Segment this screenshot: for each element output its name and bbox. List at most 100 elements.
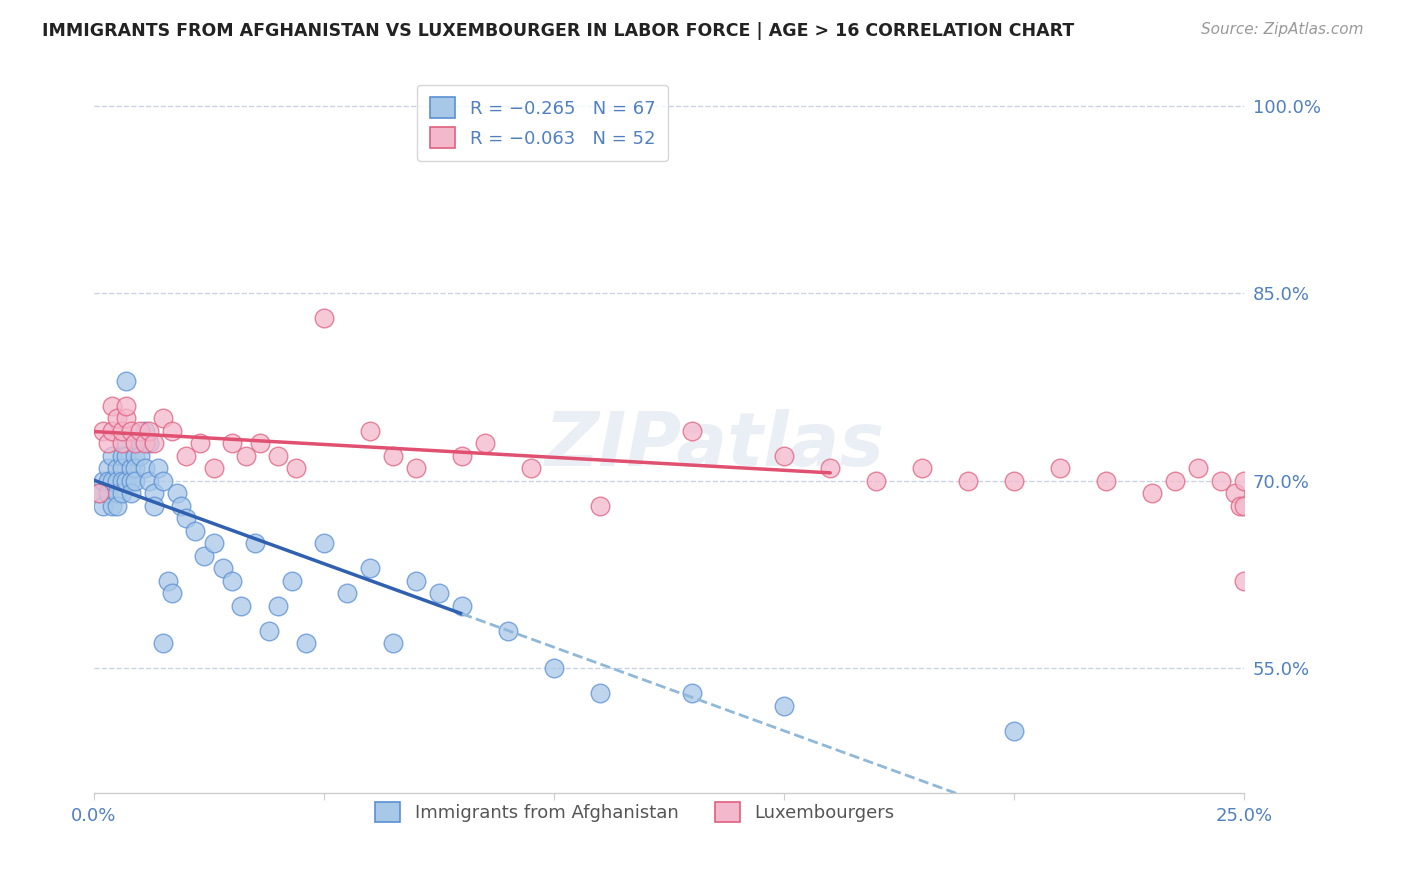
- Point: [243, 536, 266, 550]
- Point: [474, 436, 496, 450]
- Point: [105, 411, 128, 425]
- Point: [1233, 474, 1256, 488]
- Point: [142, 486, 165, 500]
- Point: [235, 449, 257, 463]
- Point: [110, 436, 132, 450]
- Point: [359, 561, 381, 575]
- Point: [129, 424, 152, 438]
- Point: [865, 474, 887, 488]
- Point: [101, 499, 124, 513]
- Point: [124, 461, 146, 475]
- Point: [129, 449, 152, 463]
- Point: [1002, 723, 1025, 738]
- Point: [1233, 499, 1256, 513]
- Point: [110, 461, 132, 475]
- Point: [124, 449, 146, 463]
- Point: [1187, 461, 1209, 475]
- Point: [101, 424, 124, 438]
- Point: [1229, 499, 1251, 513]
- Point: [911, 461, 934, 475]
- Point: [129, 436, 152, 450]
- Point: [120, 461, 142, 475]
- Point: [134, 436, 156, 450]
- Point: [382, 449, 405, 463]
- Point: [257, 624, 280, 638]
- Text: IMMIGRANTS FROM AFGHANISTAN VS LUXEMBOURGER IN LABOR FORCE | AGE > 16 CORRELATIO: IMMIGRANTS FROM AFGHANISTAN VS LUXEMBOUR…: [42, 22, 1074, 40]
- Point: [120, 486, 142, 500]
- Point: [1223, 486, 1246, 500]
- Point: [312, 311, 335, 326]
- Point: [1233, 574, 1256, 588]
- Point: [405, 461, 427, 475]
- Point: [115, 374, 138, 388]
- Point: [97, 474, 120, 488]
- Point: [336, 586, 359, 600]
- Point: [957, 474, 980, 488]
- Point: [1142, 486, 1164, 500]
- Point: [110, 474, 132, 488]
- Point: [138, 474, 160, 488]
- Point: [773, 698, 796, 713]
- Point: [120, 424, 142, 438]
- Point: [202, 536, 225, 550]
- Point: [451, 449, 474, 463]
- Point: [124, 474, 146, 488]
- Point: [359, 424, 381, 438]
- Point: [87, 486, 110, 500]
- Point: [101, 474, 124, 488]
- Point: [148, 461, 170, 475]
- Point: [101, 399, 124, 413]
- Point: [1164, 474, 1187, 488]
- Point: [405, 574, 427, 588]
- Point: [211, 561, 233, 575]
- Point: [105, 486, 128, 500]
- Point: [294, 636, 316, 650]
- Point: [110, 449, 132, 463]
- Point: [124, 436, 146, 450]
- Point: [382, 636, 405, 650]
- Point: [285, 461, 308, 475]
- Point: [91, 499, 114, 513]
- Point: [427, 586, 450, 600]
- Point: [174, 511, 197, 525]
- Point: [451, 599, 474, 613]
- Point: [105, 474, 128, 488]
- Point: [1095, 474, 1118, 488]
- Text: ZIPatlas: ZIPatlas: [546, 409, 886, 482]
- Point: [152, 636, 174, 650]
- Point: [589, 499, 612, 513]
- Point: [267, 599, 290, 613]
- Point: [138, 424, 160, 438]
- Point: [115, 411, 138, 425]
- Point: [156, 574, 179, 588]
- Point: [312, 536, 335, 550]
- Point: [134, 424, 156, 438]
- Point: [115, 436, 138, 450]
- Point: [115, 474, 138, 488]
- Point: [1002, 474, 1025, 488]
- Point: [1211, 474, 1233, 488]
- Point: [91, 474, 114, 488]
- Point: [105, 499, 128, 513]
- Point: [97, 461, 120, 475]
- Point: [166, 486, 188, 500]
- Point: [231, 599, 253, 613]
- Point: [142, 499, 165, 513]
- Point: [115, 399, 138, 413]
- Point: [818, 461, 841, 475]
- Point: [142, 436, 165, 450]
- Point: [138, 436, 160, 450]
- Point: [202, 461, 225, 475]
- Point: [281, 574, 304, 588]
- Point: [134, 461, 156, 475]
- Point: [91, 424, 114, 438]
- Point: [105, 461, 128, 475]
- Point: [221, 436, 243, 450]
- Point: [87, 486, 110, 500]
- Text: Source: ZipAtlas.com: Source: ZipAtlas.com: [1201, 22, 1364, 37]
- Point: [249, 436, 271, 450]
- Point: [115, 449, 138, 463]
- Point: [520, 461, 543, 475]
- Point: [267, 449, 290, 463]
- Point: [152, 474, 174, 488]
